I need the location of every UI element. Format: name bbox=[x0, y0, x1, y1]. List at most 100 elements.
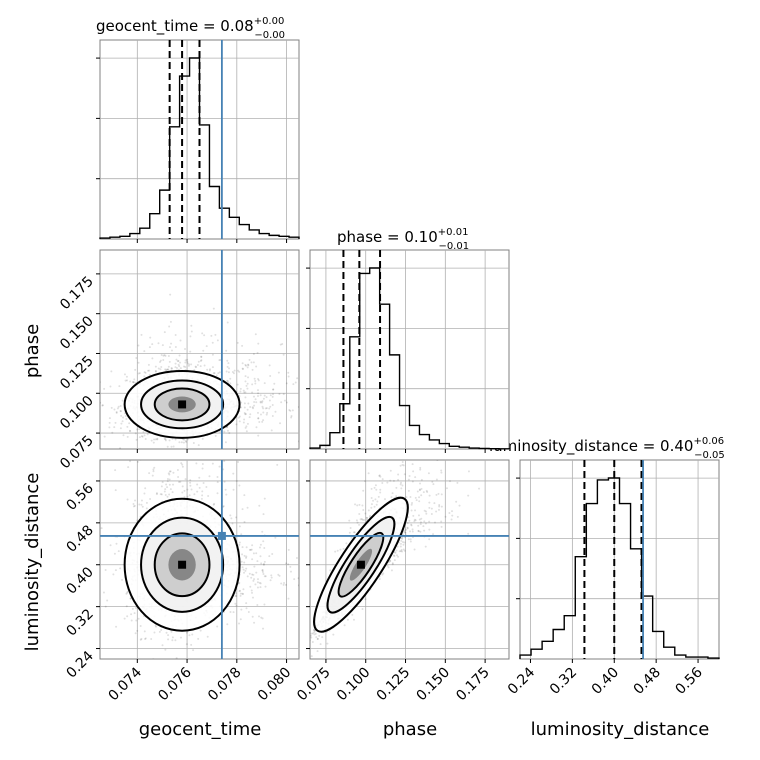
sample-point bbox=[406, 526, 409, 529]
sample-point bbox=[164, 439, 167, 442]
sample-point bbox=[265, 407, 268, 410]
sample-point bbox=[226, 429, 229, 432]
sample-point bbox=[110, 370, 113, 373]
sample-point bbox=[183, 489, 186, 492]
sample-point bbox=[129, 430, 132, 433]
sample-point bbox=[311, 641, 314, 644]
sample-point bbox=[212, 307, 215, 310]
sample-point bbox=[152, 658, 155, 659]
sample-point bbox=[394, 551, 397, 554]
sample-point bbox=[209, 368, 212, 371]
sample-point bbox=[114, 489, 117, 492]
sample-point bbox=[456, 481, 459, 484]
sample-point bbox=[280, 582, 283, 585]
sample-point bbox=[279, 343, 282, 346]
sample-point bbox=[288, 409, 291, 412]
sample-point bbox=[412, 470, 415, 473]
sample-point bbox=[254, 382, 257, 385]
sample-point bbox=[205, 345, 208, 348]
sample-point bbox=[115, 411, 118, 414]
sample-point bbox=[210, 334, 213, 337]
sample-point bbox=[249, 585, 252, 588]
sample-point bbox=[114, 469, 117, 472]
sample-point bbox=[419, 482, 422, 485]
sample-point bbox=[251, 391, 254, 394]
sample-point bbox=[259, 586, 262, 589]
sample-point bbox=[365, 516, 368, 519]
sample-point bbox=[244, 413, 247, 416]
sample-point bbox=[148, 369, 151, 372]
sample-point bbox=[167, 634, 170, 637]
sample-point bbox=[216, 625, 219, 628]
sample-point bbox=[188, 363, 191, 366]
sample-point bbox=[238, 420, 241, 423]
sample-point bbox=[305, 391, 307, 393]
sample-point bbox=[172, 483, 175, 486]
sample-point bbox=[154, 365, 157, 368]
sample-point bbox=[201, 462, 204, 465]
sample-point bbox=[242, 568, 245, 571]
sample-point bbox=[299, 578, 301, 580]
sample-point bbox=[161, 644, 164, 647]
sample-point bbox=[239, 594, 242, 597]
sample-point bbox=[256, 389, 259, 392]
sample-point bbox=[287, 375, 290, 378]
sample-point bbox=[399, 550, 402, 553]
sample-point bbox=[249, 548, 252, 551]
sample-point bbox=[255, 571, 258, 574]
sample-point bbox=[400, 539, 403, 542]
sample-point bbox=[229, 514, 232, 517]
xlabel-luminosity-distance: luminosity_distance bbox=[531, 719, 710, 740]
sample-point bbox=[143, 371, 146, 374]
sample-point bbox=[440, 520, 443, 523]
sample-point bbox=[253, 400, 256, 403]
sample-point bbox=[419, 523, 422, 526]
sample-point bbox=[295, 556, 298, 559]
sample-point bbox=[196, 483, 199, 486]
density-clip bbox=[310, 455, 509, 658]
sample-point bbox=[170, 342, 173, 345]
sample-point bbox=[269, 579, 272, 582]
sample-point bbox=[261, 401, 264, 404]
sample-point bbox=[235, 516, 238, 519]
sample-point bbox=[256, 578, 259, 581]
sample-point bbox=[243, 554, 246, 557]
sample-point bbox=[343, 624, 346, 627]
sample-point bbox=[202, 662, 204, 664]
sample-point bbox=[243, 391, 246, 394]
sample-point bbox=[211, 366, 214, 369]
sample-point bbox=[251, 615, 254, 618]
sample-point bbox=[264, 575, 267, 578]
sample-point bbox=[400, 548, 403, 551]
sample-point bbox=[372, 499, 375, 502]
sample-point bbox=[201, 490, 204, 493]
sample-point bbox=[214, 434, 217, 437]
sample-point bbox=[238, 415, 241, 418]
sample-point bbox=[223, 430, 226, 433]
sample-point bbox=[321, 636, 324, 639]
sample-point bbox=[189, 484, 192, 487]
sample-point bbox=[263, 394, 266, 397]
sample-point bbox=[146, 452, 148, 454]
sample-point bbox=[262, 562, 265, 565]
sample-point bbox=[120, 422, 123, 425]
sample-point bbox=[253, 578, 256, 581]
sample-point bbox=[122, 434, 125, 437]
sample-point bbox=[169, 488, 172, 491]
sample-point bbox=[274, 410, 277, 413]
sample-point bbox=[136, 428, 139, 431]
sample-point bbox=[392, 455, 394, 457]
sample-point bbox=[185, 631, 188, 634]
sample-point bbox=[449, 480, 452, 483]
sample-point bbox=[163, 490, 166, 493]
sample-point bbox=[216, 476, 219, 479]
sample-point bbox=[271, 395, 274, 398]
sample-point bbox=[169, 470, 172, 473]
sample-point bbox=[125, 379, 128, 382]
sample-point bbox=[381, 573, 384, 576]
sample-point bbox=[148, 373, 151, 376]
sample-point bbox=[410, 524, 413, 527]
sample-point bbox=[168, 360, 171, 363]
sample-point bbox=[167, 368, 170, 371]
sample-point bbox=[176, 448, 178, 449]
